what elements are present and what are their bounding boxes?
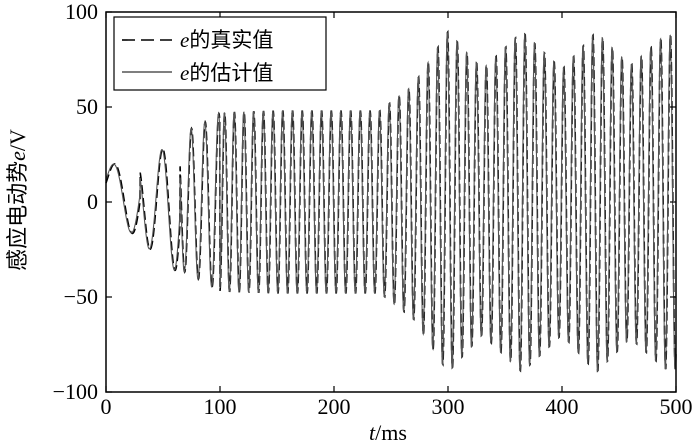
legend-entry-true: e的真实值: [180, 28, 273, 52]
x-tick-label: 100: [204, 394, 237, 419]
x-axis-title-unit: /ms: [375, 420, 407, 445]
x-tick-label: 0: [101, 394, 112, 419]
x-tick-label: 400: [546, 394, 579, 419]
y-tick-label: 0: [87, 189, 98, 214]
x-tick-label: 500: [660, 394, 693, 419]
y-tick-label: −100: [53, 379, 98, 404]
y-axis-title-unit: /V: [5, 129, 30, 151]
y-tick-label: 100: [65, 0, 98, 24]
x-tick-label: 200: [318, 394, 351, 419]
legend: e的真实值 e的估计值: [113, 16, 327, 91]
y-axis-title-var: e: [5, 151, 30, 161]
x-tick-label: 300: [432, 394, 465, 419]
y-tick-label: 50: [76, 94, 98, 119]
svg-text:感应电动势e/V: 感应电动势e/V: [5, 129, 30, 271]
x-axis-title-var: t: [369, 420, 376, 445]
legend-entry-estimate: e的估计值: [180, 61, 273, 85]
series-layer: [105, 29, 677, 373]
y-axis-title-text: 感应电动势: [5, 161, 30, 271]
y-axis-title: 感应电动势e/V: [5, 129, 30, 271]
series-line-estimate: [105, 32, 677, 373]
y-tick-label: −50: [64, 284, 98, 309]
legend-box: [113, 16, 327, 91]
ticks-layer: 0 100 200 300 400 500 −100 −50 0 50 100: [53, 0, 693, 419]
x-axis-title: t/ms: [369, 420, 407, 445]
